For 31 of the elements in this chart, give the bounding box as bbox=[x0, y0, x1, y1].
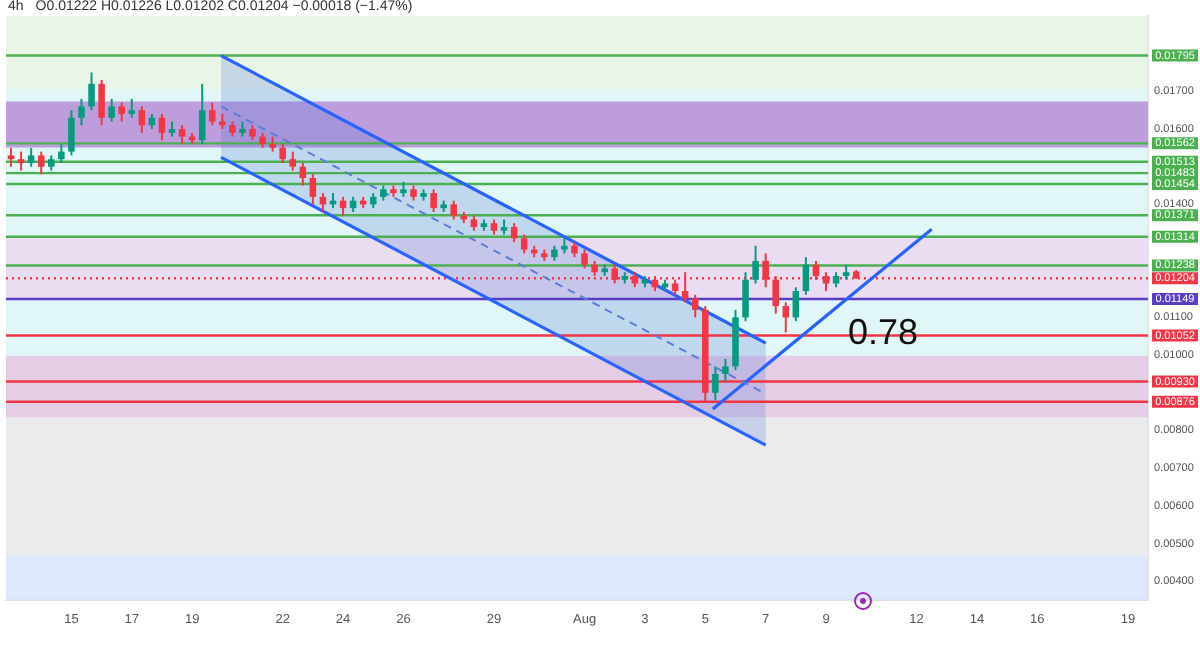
candlestick bbox=[17, 150, 25, 172]
candlestick bbox=[430, 188, 437, 213]
candlestick bbox=[450, 199, 458, 221]
candlestick bbox=[309, 173, 317, 206]
candlestick bbox=[98, 79, 105, 127]
candlestick bbox=[68, 109, 75, 157]
candlestick bbox=[722, 357, 729, 383]
candlestick bbox=[581, 248, 588, 270]
candlestick bbox=[108, 97, 115, 123]
candlestick bbox=[128, 97, 136, 119]
candlestick bbox=[279, 143, 286, 164]
candlestick bbox=[742, 271, 749, 323]
candlestick bbox=[27, 146, 35, 168]
candlestick bbox=[792, 286, 800, 323]
candlestick bbox=[208, 101, 216, 127]
candlestick bbox=[712, 365, 719, 402]
candlestick bbox=[138, 105, 146, 134]
candlestick bbox=[7, 146, 15, 168]
candlestick bbox=[520, 233, 528, 255]
candlestick bbox=[198, 82, 206, 146]
candlestick bbox=[78, 97, 85, 127]
candlestick bbox=[289, 150, 297, 172]
candlestick bbox=[118, 101, 125, 123]
candlestick bbox=[37, 150, 45, 176]
candlestick bbox=[178, 124, 186, 146]
candlestick bbox=[681, 271, 689, 304]
candlestick bbox=[58, 143, 65, 164]
candlestick bbox=[802, 256, 810, 296]
candlestick bbox=[88, 71, 95, 112]
candlestick bbox=[752, 244, 759, 285]
candlestick bbox=[158, 112, 166, 142]
